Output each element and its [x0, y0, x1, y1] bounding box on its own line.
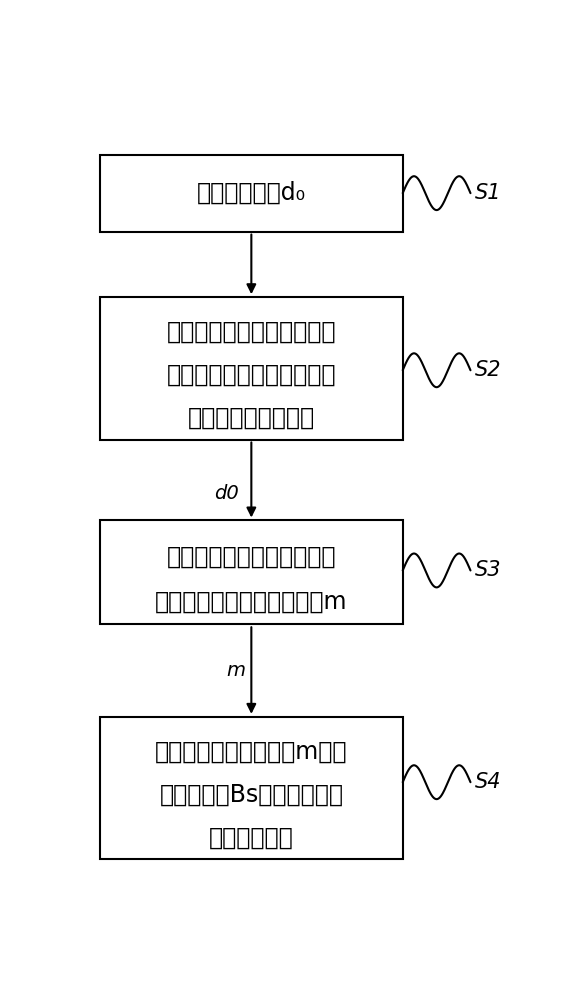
Text: d0: d0	[214, 484, 239, 503]
Text: 均匀的多层网格划分: 均匀的多层网格划分	[188, 406, 315, 430]
Text: S1: S1	[475, 183, 502, 203]
Bar	[100, 297, 403, 440]
Text: 构建目标函数，采用积分方: 构建目标函数，采用积分方	[167, 545, 336, 569]
Text: 定化极数据Bs后，计算转换: 定化极数据Bs后，计算转换	[159, 782, 343, 806]
Text: 后的磁场数据: 后的磁场数据	[209, 826, 294, 850]
Text: 基于所求的等效源模型m，确: 基于所求的等效源模型m，确	[155, 739, 347, 763]
Text: 构建反演网格模型，对所述: 构建反演网格模型，对所述	[167, 320, 336, 344]
Text: S3: S3	[475, 560, 502, 580]
Text: S4: S4	[475, 772, 502, 792]
Text: 反演网格模型进行结构化非: 反演网格模型进行结构化非	[167, 363, 336, 387]
Bar	[100, 717, 403, 859]
Text: S2: S2	[475, 360, 502, 380]
Bar	[100, 155, 403, 232]
Text: m: m	[226, 661, 245, 680]
Text: 获取磁场数据d₀: 获取磁场数据d₀	[197, 181, 306, 205]
Bar	[100, 520, 403, 624]
Text: 程三维反演计算等效源模型m: 程三维反演计算等效源模型m	[155, 590, 347, 614]
